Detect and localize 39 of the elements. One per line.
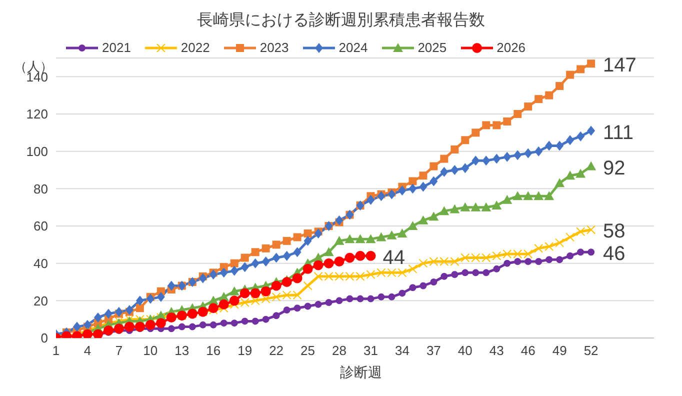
y-tick-label: 80 xyxy=(34,181,48,196)
x-tick-label: 19 xyxy=(238,343,252,358)
x-tick-label: 34 xyxy=(394,343,410,358)
x-tick-label: 37 xyxy=(426,343,441,358)
x-tick-label: 40 xyxy=(458,343,472,358)
x-tick-label: 16 xyxy=(206,343,221,358)
legend-label: 2023 xyxy=(260,40,289,55)
y-tick-label: 20 xyxy=(34,293,48,308)
x-tick-label: 31 xyxy=(364,343,378,358)
y-tick-label: 40 xyxy=(34,256,48,271)
data-label: 111 xyxy=(603,122,634,144)
legend-label: 2026 xyxy=(496,40,526,55)
data-label: 147 xyxy=(603,54,636,77)
x-tick-label: 13 xyxy=(174,343,190,358)
data-label: 44 xyxy=(382,246,405,269)
y-tick-label: 60 xyxy=(34,218,48,234)
x-axis-title: 診断週 xyxy=(339,364,383,382)
x-tick-label: 4 xyxy=(84,343,92,358)
data-label: 58 xyxy=(603,220,626,243)
legend-label: 2022 xyxy=(180,40,210,55)
x-tick-label: 1 xyxy=(52,343,60,358)
y-tick-label: 120 xyxy=(26,106,48,122)
x-tick-label: 25 xyxy=(300,343,316,358)
data-label: 92 xyxy=(603,157,626,180)
x-tick-label: 46 xyxy=(520,343,536,358)
x-tick-label: 7 xyxy=(115,343,123,358)
chart-title: 長崎県における診断週別累積患者報告数 xyxy=(196,10,486,31)
x-tick-label: 22 xyxy=(269,343,284,358)
x-tick-label: 43 xyxy=(489,343,504,358)
legend-label: 2025 xyxy=(418,40,447,55)
x-tick-label: 10 xyxy=(143,343,158,358)
data-label: 46 xyxy=(603,243,626,266)
legend-label: 2021 xyxy=(102,40,131,55)
legend-label: 2024 xyxy=(338,40,368,55)
y-tick-label: 0 xyxy=(40,330,48,346)
x-tick-label: 52 xyxy=(584,343,598,358)
x-tick-label: 49 xyxy=(552,343,567,358)
x-tick-label: 28 xyxy=(332,343,346,358)
y-tick-label: 100 xyxy=(26,144,48,159)
